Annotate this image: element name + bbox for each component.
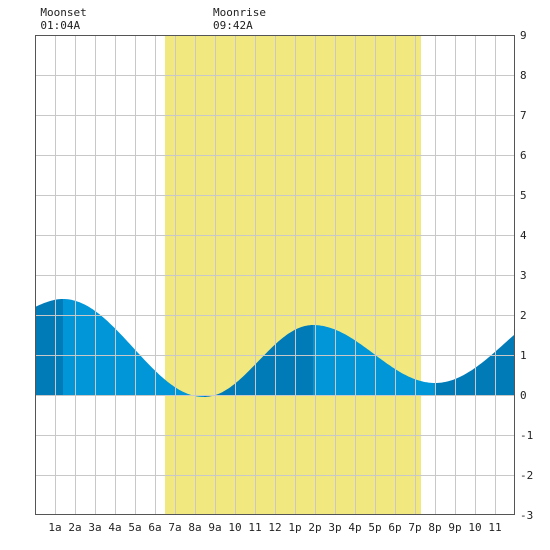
x-tick-label: 1p [288, 521, 301, 534]
tide-area-segment [35, 299, 63, 395]
y-tick-label: 3 [520, 269, 527, 282]
x-tick-label: 1a [48, 521, 61, 534]
label-layer: 1a 2a 3a 4a 5a 6a 7a 8a 9a 10 11 12 1p 2p 3p 4p 5p 6p 7p 8p… [40, 6, 533, 534]
x-tick-label: 8p [428, 521, 441, 534]
x-tick-label: 6a [148, 521, 161, 534]
x-tick-label: 12 [268, 521, 281, 534]
tide-area-segment [204, 325, 313, 397]
x-tick-label: 3a [88, 521, 101, 534]
moon-event-label: Moonrise [213, 6, 266, 19]
y-tick-label: 2 [520, 309, 527, 322]
moon-event-time: 01:04A [40, 19, 80, 32]
x-tick-label: 2a [68, 521, 81, 534]
y-tick-label: 7 [520, 109, 527, 122]
x-tick-label: 5p [368, 521, 381, 534]
x-tick-label: 7p [408, 521, 421, 534]
y-tick-label: -2 [520, 469, 533, 482]
y-tick-label: 5 [520, 189, 527, 202]
moon-event-time: 09:42A [213, 19, 253, 32]
x-tick-label: 11 [248, 521, 261, 534]
y-tick-label: 1 [520, 349, 527, 362]
tide-area-segment [63, 299, 204, 397]
x-tick-label: 11 [488, 521, 501, 534]
y-tick-label: 0 [520, 389, 527, 402]
plot-frame [35, 35, 515, 515]
tide-area-segment [313, 325, 435, 395]
x-tick-label: 9p [448, 521, 461, 534]
x-tick-label: 4p [348, 521, 361, 534]
x-tick-label: 7a [168, 521, 181, 534]
y-tick-label: 9 [520, 29, 527, 42]
x-tick-label: 5a [128, 521, 141, 534]
x-tick-label: 6p [388, 521, 401, 534]
y-tick-label: 6 [520, 149, 527, 162]
plot-frame-layer [35, 35, 515, 515]
x-tick-label: 9a [208, 521, 221, 534]
x-tick-label: 10 [468, 521, 481, 534]
x-tick-label: 8a [188, 521, 201, 534]
grid-layer [35, 35, 515, 515]
x-tick-label: 3p [328, 521, 341, 534]
y-tick-label: 4 [520, 229, 527, 242]
x-tick-label: 2p [308, 521, 321, 534]
x-tick-label: 10 [228, 521, 241, 534]
x-tick-label: 4a [108, 521, 121, 534]
y-tick-label: -3 [520, 509, 533, 522]
y-tick-label: -1 [520, 429, 533, 442]
y-tick-label: 8 [520, 69, 527, 82]
moon-event-label: Moonset [40, 6, 86, 19]
